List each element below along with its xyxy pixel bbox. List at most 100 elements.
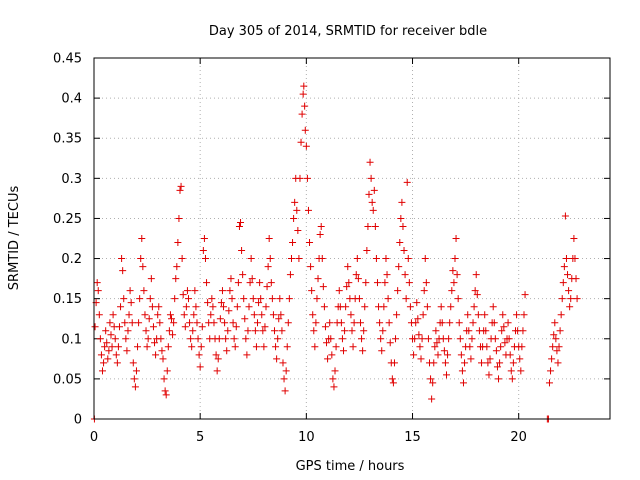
data-point xyxy=(368,198,376,206)
data-point xyxy=(360,327,368,335)
data-point xyxy=(314,275,322,283)
data-point xyxy=(179,291,187,299)
data-point xyxy=(152,351,160,359)
data-point xyxy=(225,307,233,315)
data-point xyxy=(131,383,139,391)
data-point xyxy=(156,319,164,327)
data-point xyxy=(172,275,180,283)
data-point xyxy=(101,343,109,351)
data-point xyxy=(203,279,211,287)
data-point xyxy=(496,359,504,367)
data-point xyxy=(200,235,208,242)
data-point xyxy=(252,343,260,351)
axis-ticks: 0 0.05 0.1 0.15 0.2 0.25 0.3 0.35 0.4 0.45 0 5 10 15 2… xyxy=(53,52,610,445)
data-point xyxy=(389,379,397,387)
data-point xyxy=(498,327,506,335)
data-point xyxy=(108,343,116,351)
data-point xyxy=(395,263,403,271)
data-point xyxy=(450,279,458,287)
data-point xyxy=(501,339,509,347)
data-point xyxy=(180,311,188,319)
data-point xyxy=(146,295,154,303)
data-point xyxy=(356,319,364,327)
data-point xyxy=(513,311,521,319)
data-point xyxy=(470,303,478,311)
data-point xyxy=(198,323,206,331)
data-point xyxy=(318,255,326,263)
data-point xyxy=(188,343,196,351)
data-point xyxy=(354,275,362,283)
data-point xyxy=(140,287,148,295)
data-point xyxy=(545,379,553,387)
data-point xyxy=(344,263,352,271)
data-point xyxy=(109,311,117,319)
data-point xyxy=(141,311,149,319)
data-point xyxy=(552,335,560,343)
x-axis-label: GPS time / hours xyxy=(296,459,405,474)
data-point xyxy=(405,279,413,287)
data-point xyxy=(505,335,513,343)
data-point xyxy=(484,359,492,367)
data-point xyxy=(382,255,390,263)
data-point xyxy=(430,359,438,367)
data-point xyxy=(107,331,115,339)
data-point xyxy=(283,343,291,351)
data-point xyxy=(95,311,103,319)
data-point xyxy=(287,255,295,263)
data-point xyxy=(234,279,242,287)
data-point xyxy=(300,82,308,90)
data-point xyxy=(301,102,309,110)
data-point xyxy=(149,323,157,331)
data-point xyxy=(298,110,306,118)
x-tick-label: 10 xyxy=(298,430,315,445)
data-point xyxy=(183,287,191,295)
data-point xyxy=(370,186,378,194)
data-point xyxy=(452,235,460,242)
data-point xyxy=(518,343,526,351)
data-point xyxy=(328,351,336,359)
data-point xyxy=(147,275,155,283)
data-point xyxy=(170,319,178,327)
data-point xyxy=(193,319,201,327)
data-point xyxy=(119,267,127,275)
data-point xyxy=(517,367,525,375)
data-point xyxy=(192,303,200,311)
data-point xyxy=(220,303,228,311)
data-point xyxy=(121,319,129,327)
data-point xyxy=(164,343,172,351)
data-point xyxy=(273,355,281,363)
data-point xyxy=(556,327,564,335)
data-point xyxy=(123,347,131,355)
data-point xyxy=(456,335,464,343)
data-point xyxy=(117,303,125,311)
data-point xyxy=(223,347,231,355)
data-point xyxy=(97,351,105,359)
data-point xyxy=(453,271,461,279)
y-tick-label: 0 xyxy=(74,413,82,428)
data-point xyxy=(485,371,493,379)
data-point xyxy=(186,319,194,327)
data-point xyxy=(137,255,145,263)
data-point xyxy=(102,327,110,335)
data-point xyxy=(240,295,248,303)
data-point xyxy=(142,327,150,335)
data-point xyxy=(165,327,173,335)
data-point xyxy=(284,319,292,327)
data-point xyxy=(286,271,294,279)
data-point xyxy=(340,347,348,355)
data-point xyxy=(317,222,325,230)
data-point xyxy=(397,214,405,222)
data-point xyxy=(113,359,121,367)
data-point xyxy=(445,335,453,343)
data-point xyxy=(299,90,307,98)
data-point xyxy=(301,126,309,134)
data-point xyxy=(290,214,298,222)
data-point xyxy=(204,299,212,307)
data-point xyxy=(246,279,254,287)
data-point xyxy=(214,355,222,363)
data-point xyxy=(293,206,301,214)
data-point xyxy=(560,263,568,271)
data-point xyxy=(257,295,265,303)
data-point xyxy=(363,247,371,255)
